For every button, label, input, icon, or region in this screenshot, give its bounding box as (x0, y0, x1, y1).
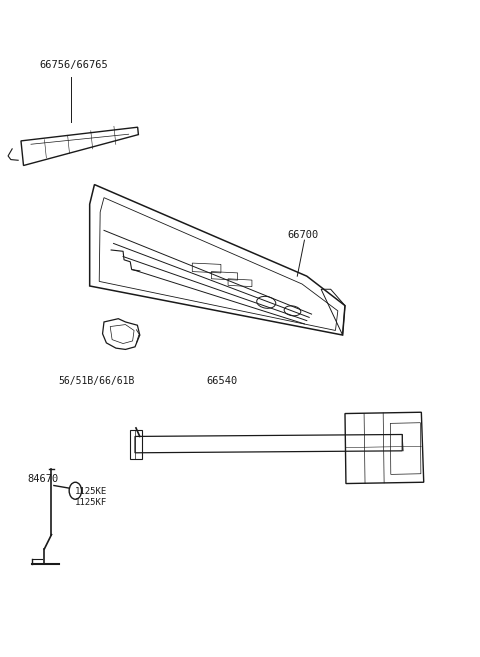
Text: 1125KE
1125KF: 1125KE 1125KF (75, 487, 108, 507)
Text: 56/51B/66/61B: 56/51B/66/61B (59, 376, 135, 386)
Text: 66756/66765: 66756/66765 (39, 60, 108, 70)
Text: 84670: 84670 (28, 474, 59, 484)
Text: 66700: 66700 (288, 230, 319, 240)
Text: 66540: 66540 (206, 376, 238, 386)
